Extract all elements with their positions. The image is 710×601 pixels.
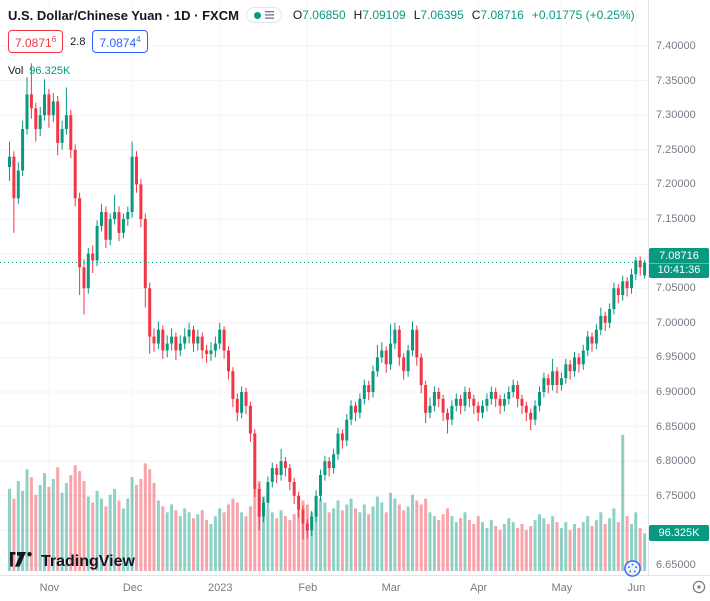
price-tick-label: 7.20000 [656, 178, 696, 191]
current-price-badge: 7.08716 10:41:36 [649, 248, 709, 279]
change-value: +0.01775 (+0.25%) [531, 8, 635, 22]
time-tick-label: Mar [381, 582, 401, 594]
high-value: 7.09109 [362, 8, 406, 22]
price-tick-label: 7.25000 [656, 143, 696, 156]
close-value: 7.08716 [480, 8, 524, 22]
chart-status-pill[interactable] [245, 7, 282, 23]
time-tick-label: Nov [39, 582, 60, 594]
price-tick-label: 6.65000 [656, 559, 696, 571]
price-tick-label: 6.90000 [656, 386, 696, 398]
price-axis[interactable]: 7.40000 7.35000 7.30000 7.25000 7.20000 7.150… [648, 0, 710, 575]
close-label: C [471, 8, 481, 22]
price-tick-label: 7.35000 [656, 74, 696, 87]
current-volume-badge: 96.325K [649, 525, 709, 542]
sell-bid-button[interactable]: 7.08716 [8, 30, 64, 53]
current-price-value: 7.08716 [649, 248, 709, 264]
price-tick-label: 7.40000 [656, 40, 696, 52]
time-tick-label: Feb [298, 582, 318, 594]
tradingview-logo-icon [10, 552, 34, 572]
price-tick-label: 7.15000 [656, 213, 696, 225]
price-tick-label: 7.05000 [656, 282, 696, 295]
time-tick-label: Apr [470, 582, 488, 594]
time-tick-label: Dec [122, 582, 143, 594]
time-tick-label: May [551, 582, 573, 594]
spread-value: 2.8 [70, 35, 86, 48]
chart-legend: U.S. Dollar/Chinese Yuan · 1D · FXCM O7.… [8, 7, 635, 77]
economic-event-icon[interactable] [624, 560, 641, 582]
time-tick-label: 2023 [207, 582, 233, 594]
low-value: 7.06395 [420, 8, 464, 22]
market-status-dot-icon [253, 11, 261, 19]
tradingview-logo[interactable]: TradingView [10, 552, 135, 572]
bid-price-fraction: 6 [51, 35, 57, 44]
bid-price: 7.0871 [15, 36, 52, 50]
bar-countdown-timer: 10:41:36 [649, 263, 709, 279]
ohlc-values: O7.06850 H7.09109 L7.06395 C7.08716 +0.0… [293, 8, 635, 22]
low-label: L [413, 8, 421, 22]
time-axis[interactable]: Nov Dec 2023 Feb Mar Apr May Jun [0, 575, 710, 601]
buy-ask-button[interactable]: 7.08744 [92, 30, 148, 53]
symbol-title[interactable]: U.S. Dollar/Chinese Yuan · 1D · FXCM [8, 7, 239, 23]
price-tick-label: 6.75000 [656, 489, 696, 502]
open-value: 7.06850 [302, 8, 346, 22]
volume-label: Vol [8, 65, 24, 77]
price-chart-canvas[interactable] [0, 0, 648, 575]
time-tick-label: Jun [627, 582, 646, 594]
open-label: O [292, 8, 303, 22]
axis-settings-icon[interactable] [692, 580, 706, 599]
ask-price-fraction: 4 [136, 35, 141, 44]
menu-icon [264, 11, 274, 19]
volume-value: 96.325K [29, 65, 71, 77]
price-tick-label: 6.85000 [656, 420, 696, 433]
price-tick-label: 7.30000 [656, 109, 696, 122]
ask-price: 7.0874 [99, 36, 137, 50]
volume-legend: Vol 96.325K [8, 65, 635, 77]
high-label: H [353, 8, 363, 22]
price-tick-label: 6.80000 [656, 455, 696, 468]
price-tick-label: 7.00000 [656, 316, 696, 329]
price-tick-label: 6.95000 [656, 351, 696, 364]
tradingview-logo-text: TradingView [41, 553, 135, 570]
